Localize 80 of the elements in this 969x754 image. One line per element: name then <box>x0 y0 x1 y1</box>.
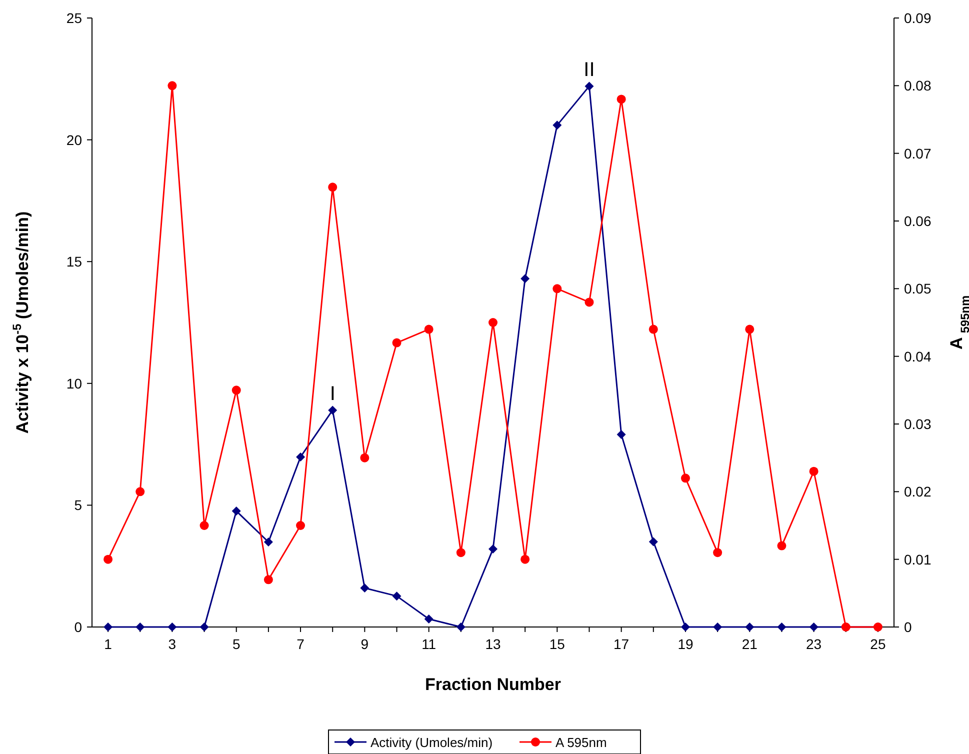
point <box>104 622 113 632</box>
y-tick-label: 25 <box>66 10 82 26</box>
point <box>713 548 722 558</box>
x-tick-label: 11 <box>422 636 436 652</box>
point <box>648 324 658 334</box>
point <box>648 537 658 546</box>
annotation: II <box>584 59 595 82</box>
point <box>200 622 209 632</box>
point <box>809 466 818 476</box>
y-tick-label: 5 <box>74 497 82 514</box>
point <box>680 474 690 483</box>
y-tick-label: 10 <box>66 375 82 392</box>
x-tick-label: 17 <box>614 636 630 652</box>
point <box>392 338 402 348</box>
x-tick-label: 9 <box>360 636 369 652</box>
point <box>392 592 402 601</box>
point <box>809 622 818 632</box>
point <box>680 622 690 632</box>
x-tick-label: 21 <box>742 636 758 652</box>
point <box>552 284 562 294</box>
point <box>713 622 722 632</box>
y-tick-label: 20 <box>66 132 82 148</box>
x-tick-label: 1 <box>104 636 112 652</box>
point <box>488 544 498 554</box>
y2-tick-label: 0.09 <box>904 10 932 26</box>
point <box>616 94 626 104</box>
y2-tick-label: 0.05 <box>904 280 932 297</box>
y-tick-label: 15 <box>66 254 82 270</box>
x-tick-label: 3 <box>168 636 176 652</box>
point <box>328 406 338 415</box>
point <box>488 318 498 327</box>
point <box>136 487 145 496</box>
point <box>456 548 466 558</box>
legend-label: Activity (Umoles/min) <box>370 735 493 750</box>
point <box>264 575 273 584</box>
y2-tick-label: 0.04 <box>904 348 932 364</box>
y-tick-label: 0 <box>74 619 82 635</box>
y2-tick-label: 0.01 <box>904 551 932 568</box>
y2-tick-label: 0.06 <box>904 213 932 229</box>
point <box>424 614 434 624</box>
y2-tick-label: 0.08 <box>904 78 932 94</box>
y2-tick-label: 0.02 <box>904 484 932 500</box>
point <box>104 554 113 564</box>
x-tick-label: 13 <box>485 636 501 652</box>
point <box>745 324 754 334</box>
point <box>552 120 562 130</box>
x-tick-label: 5 <box>232 636 240 652</box>
point <box>616 430 626 440</box>
point <box>360 584 370 593</box>
point <box>777 541 786 550</box>
point <box>264 537 273 546</box>
point <box>584 82 594 91</box>
point <box>777 622 786 632</box>
point <box>168 622 177 632</box>
x-tick-label: 19 <box>678 636 694 652</box>
point <box>200 521 209 530</box>
point <box>232 386 241 395</box>
x-tick-label: 7 <box>296 636 305 652</box>
point <box>232 506 241 516</box>
point <box>296 521 306 530</box>
x-tick-label: 25 <box>870 636 886 652</box>
point <box>168 81 177 90</box>
y2-tick-label: 0 <box>904 619 912 635</box>
y2-tick-label: 0.03 <box>904 416 932 432</box>
x-tick-label: 23 <box>806 636 822 652</box>
x-axis-title: Fraction Number <box>424 675 562 694</box>
point <box>296 452 306 462</box>
x-tick-label: 15 <box>549 636 566 652</box>
point <box>456 622 466 632</box>
point <box>424 324 434 334</box>
point <box>136 622 145 632</box>
point <box>360 453 370 462</box>
point <box>584 298 594 307</box>
point <box>745 622 754 632</box>
point <box>520 554 530 564</box>
legend-label: A 595nm <box>556 735 607 750</box>
annotation: I <box>330 383 336 406</box>
point <box>328 182 338 192</box>
y2-tick-label: 0.07 <box>904 145 932 162</box>
point <box>520 274 530 284</box>
